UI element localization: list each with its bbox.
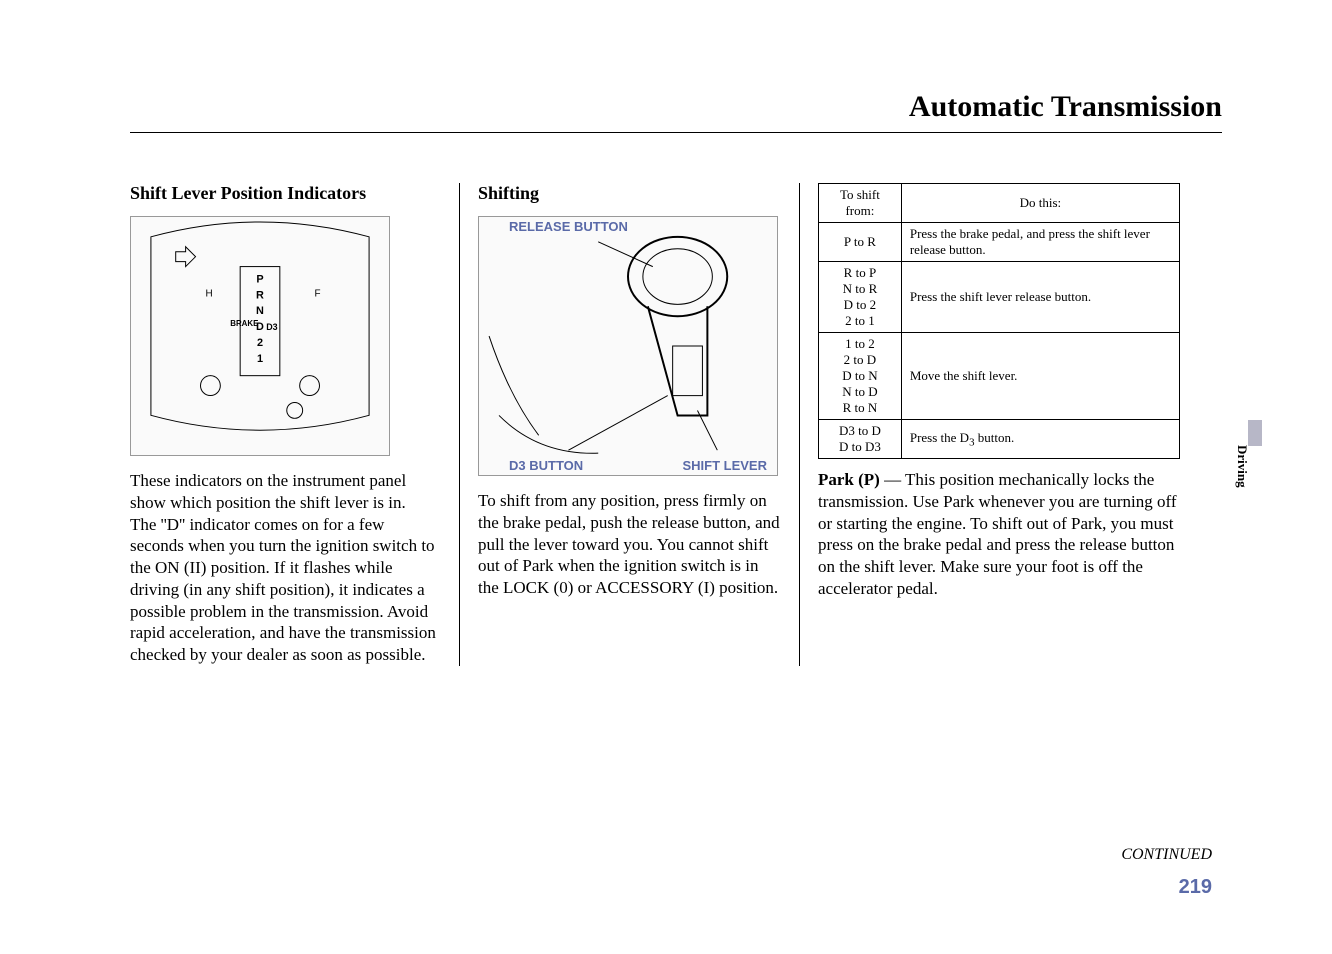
svg-text:R: R xyxy=(256,289,264,301)
cell-from: 1 to 22 to DD to NN to DR to N xyxy=(819,333,902,420)
instrument-panel-illustration: P R N D D3 2 1 H F BRAKE xyxy=(130,216,390,456)
table-row: D3 to DD to D3Press the D3 button. xyxy=(819,420,1180,459)
cell-do: Press the shift lever release button. xyxy=(901,262,1179,333)
cell-from: D3 to DD to D3 xyxy=(819,420,902,459)
side-tab-bar xyxy=(1248,420,1262,446)
svg-text:H: H xyxy=(205,288,212,299)
header-do: Do this: xyxy=(901,184,1179,223)
page-title: Automatic Transmission xyxy=(130,90,1222,133)
table-row: 1 to 22 to DD to NN to DR to NMove the s… xyxy=(819,333,1180,420)
shifting-heading: Shifting xyxy=(478,183,781,204)
shift-procedure-table: To shift from: Do this: P to RPress the … xyxy=(818,183,1180,459)
cell-do: Press the brake pedal, and press the shi… xyxy=(901,223,1179,262)
svg-text:N: N xyxy=(256,305,264,317)
side-tab-label: Driving xyxy=(1234,445,1250,488)
shifting-body: To shift from any position, press firmly… xyxy=(478,490,781,599)
shift-lever-label: SHIFT LEVER xyxy=(682,458,767,473)
indicators-body: These indicators on the instrument panel… xyxy=(130,470,441,666)
table-header-row: To shift from: Do this: xyxy=(819,184,1180,223)
svg-text:D3: D3 xyxy=(266,322,277,332)
park-body: This position mechanically locks the tra… xyxy=(818,470,1177,598)
indicators-heading: Shift Lever Position Indicators xyxy=(130,183,441,204)
column-indicators: Shift Lever Position Indicators P R N D … xyxy=(130,183,460,666)
page-number: 219 xyxy=(1179,876,1212,899)
column-table: To shift from: Do this: P to RPress the … xyxy=(800,183,1180,666)
cell-from: R to PN to RD to 22 to 1 xyxy=(819,262,902,333)
park-paragraph: Park (P) — This position mechanically lo… xyxy=(818,469,1180,600)
svg-text:1: 1 xyxy=(257,353,263,365)
table-row: P to RPress the brake pedal, and press t… xyxy=(819,223,1180,262)
cell-do: Move the shift lever. xyxy=(901,333,1179,420)
park-label: Park (P) xyxy=(818,470,880,489)
d3-button-label: D3 BUTTON xyxy=(509,458,583,473)
dash: — xyxy=(880,470,905,489)
header-from: To shift from: xyxy=(819,184,902,223)
cell-from: P to R xyxy=(819,223,902,262)
release-button-label: RELEASE BUTTON xyxy=(509,219,628,234)
three-column-layout: Shift Lever Position Indicators P R N D … xyxy=(130,183,1222,666)
cell-do: Press the D3 button. xyxy=(901,420,1179,459)
svg-text:P: P xyxy=(256,273,263,285)
svg-text:BRAKE: BRAKE xyxy=(230,319,258,328)
shift-lever-illustration: RELEASE BUTTON D3 BUTTON SHIFT LEVER xyxy=(478,216,778,476)
svg-text:F: F xyxy=(315,288,321,299)
column-shifting: Shifting RELEASE BUTTON D3 BUTTON SHIFT … xyxy=(460,183,800,666)
table-row: R to PN to RD to 22 to 1Press the shift … xyxy=(819,262,1180,333)
svg-text:2: 2 xyxy=(257,337,263,349)
manual-page: Automatic Transmission Shift Lever Posit… xyxy=(0,0,1332,954)
continued-label: CONTINUED xyxy=(1121,846,1212,864)
